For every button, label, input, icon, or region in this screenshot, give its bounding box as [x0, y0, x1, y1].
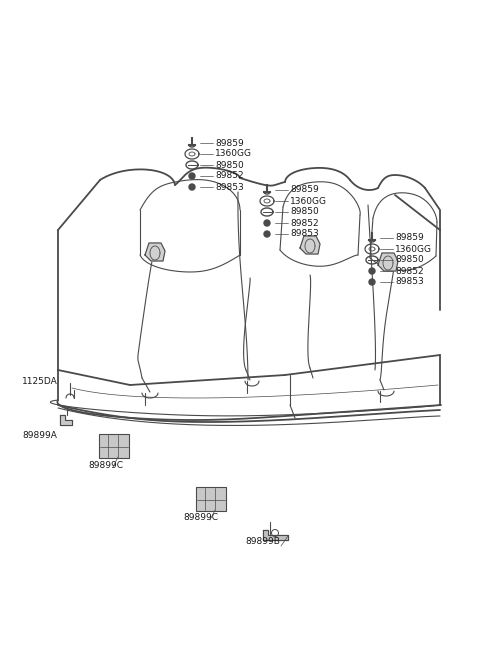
Polygon shape: [60, 415, 72, 425]
Text: 89852: 89852: [395, 267, 424, 276]
Circle shape: [264, 231, 270, 237]
Text: 89859: 89859: [215, 138, 244, 147]
Polygon shape: [263, 530, 288, 540]
Text: 89899B: 89899B: [245, 538, 280, 546]
Circle shape: [264, 220, 270, 226]
Text: 89850: 89850: [290, 208, 319, 217]
Text: 1125DA: 1125DA: [22, 377, 58, 386]
Text: 89853: 89853: [395, 278, 424, 286]
Text: 89899A: 89899A: [22, 430, 57, 440]
Polygon shape: [145, 243, 165, 261]
Text: 1360GG: 1360GG: [215, 149, 252, 159]
Text: 89850: 89850: [215, 160, 244, 170]
Text: 1360GG: 1360GG: [395, 244, 432, 253]
Circle shape: [369, 279, 375, 285]
FancyBboxPatch shape: [196, 487, 226, 511]
Text: 89859: 89859: [395, 233, 424, 242]
Circle shape: [189, 173, 195, 179]
Polygon shape: [378, 253, 398, 271]
Text: 89859: 89859: [290, 185, 319, 195]
Text: 89852: 89852: [290, 219, 319, 227]
FancyBboxPatch shape: [99, 434, 129, 458]
Polygon shape: [300, 236, 320, 254]
Text: 89853: 89853: [215, 183, 244, 191]
Text: 89852: 89852: [215, 172, 244, 181]
Text: 1360GG: 1360GG: [290, 196, 327, 206]
Text: 89853: 89853: [290, 229, 319, 238]
Text: 89850: 89850: [395, 255, 424, 265]
Circle shape: [369, 268, 375, 274]
Text: 89899C: 89899C: [88, 460, 123, 470]
Text: 89899C: 89899C: [183, 514, 218, 523]
Circle shape: [189, 184, 195, 190]
